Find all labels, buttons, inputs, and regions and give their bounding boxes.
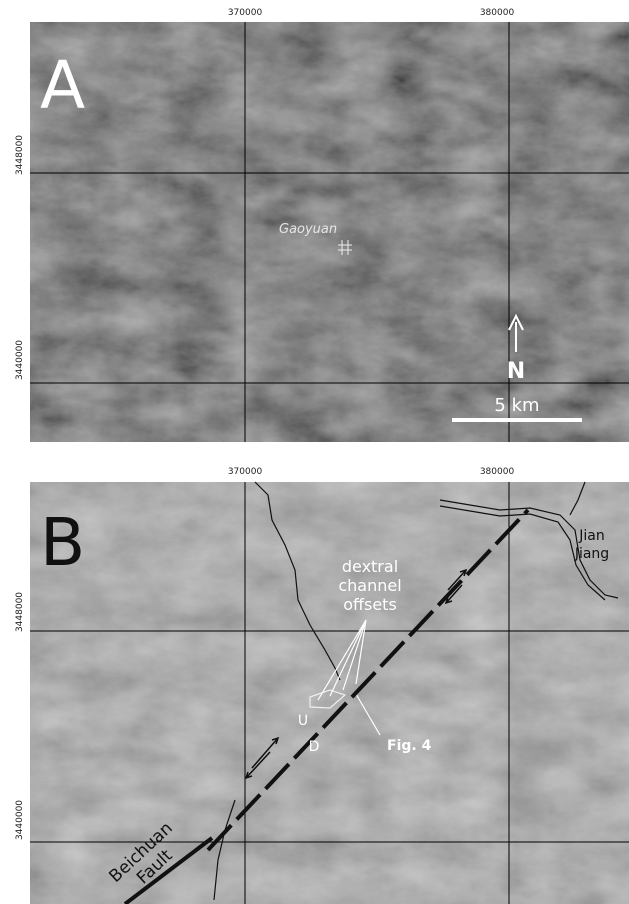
figure-ref: Fig. 4	[387, 738, 432, 754]
figure: 370000 380000 3448000 3440000 A Gaoyuan …	[0, 0, 629, 904]
panel-label: B	[40, 504, 85, 581]
annotation: channel	[338, 576, 401, 595]
x-tick-label: 380000	[480, 8, 515, 18]
panel-b: 370000 380000 3448000 3440000 B dextral	[15, 467, 629, 904]
x-tick-label: 370000	[228, 467, 263, 477]
panel-label: A	[40, 47, 85, 124]
annotation: dextral	[342, 557, 398, 576]
y-tick-label: 3440000	[15, 800, 25, 840]
north-label: N	[507, 359, 525, 384]
river-label: Jiang	[574, 546, 609, 562]
down-label: D	[309, 739, 320, 755]
panel-a: 370000 380000 3448000 3440000 A Gaoyuan …	[15, 8, 629, 442]
offsets-label: dextral channel offsets	[338, 557, 401, 614]
place-label: Gaoyuan	[279, 222, 337, 237]
annotation: offsets	[343, 595, 397, 614]
up-label: U	[298, 713, 308, 729]
scale-label: 5 km	[494, 395, 539, 416]
x-tick-label: 370000	[228, 8, 263, 18]
y-tick-label: 3448000	[15, 592, 25, 632]
y-tick-label: 3448000	[15, 135, 25, 175]
terrain	[30, 482, 629, 904]
y-tick-label: 3440000	[15, 340, 25, 380]
x-tick-label: 380000	[480, 467, 515, 477]
river-label: Jian	[578, 528, 604, 544]
